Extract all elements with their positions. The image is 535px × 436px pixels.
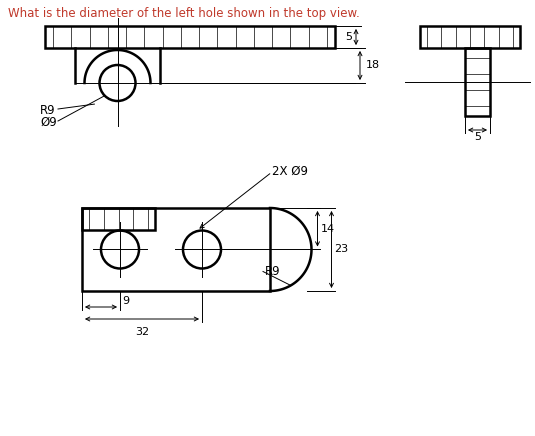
Text: 5: 5: [474, 132, 481, 142]
Text: R9: R9: [40, 103, 56, 116]
Bar: [82, 208, 270, 291]
Text: 9: 9: [122, 296, 129, 306]
Text: What is the diameter of the left hole shown in the top view.: What is the diameter of the left hole sh…: [8, 7, 360, 20]
Bar: [465, 48, 490, 116]
Text: 18: 18: [366, 61, 380, 71]
Text: Ø9: Ø9: [40, 116, 57, 129]
Bar: [45, 26, 335, 48]
Text: 23: 23: [334, 245, 349, 255]
Bar: [420, 26, 520, 48]
Text: 2X Ø9: 2X Ø9: [272, 164, 308, 177]
Text: 14: 14: [320, 224, 334, 234]
Text: 32: 32: [135, 327, 149, 337]
Text: R9: R9: [265, 265, 281, 278]
Text: 5: 5: [345, 32, 352, 42]
Bar: [82, 208, 155, 230]
